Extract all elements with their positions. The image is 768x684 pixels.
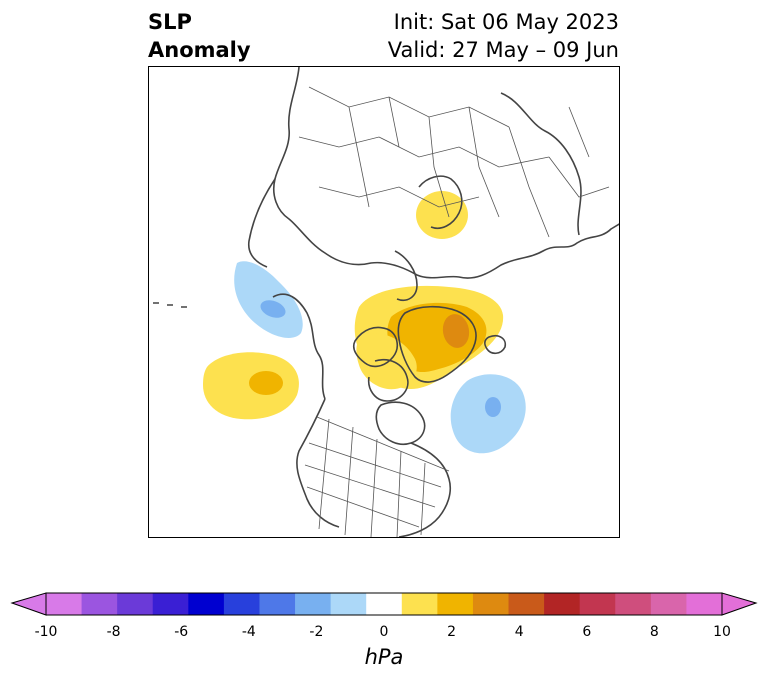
colorbar-segment <box>544 593 581 615</box>
colorbar-tick-label: 4 <box>514 624 524 640</box>
colorbar-segment <box>437 593 474 615</box>
colorbar-segment <box>117 593 154 615</box>
colorbar-tick-label: 2 <box>447 624 457 640</box>
colorbar-segment <box>401 593 438 615</box>
colorbar-segment <box>508 593 545 615</box>
anomaly-alaska-core <box>249 371 283 395</box>
colorbar-segment <box>686 593 723 615</box>
colorbar-tick-label: 8 <box>649 624 659 640</box>
colorbar-tick-label: 10 <box>713 624 731 640</box>
anomaly-siberia-negative <box>234 261 303 338</box>
colorbar-segment <box>81 593 118 615</box>
colorbar-segments <box>46 593 723 615</box>
colorbar-tick-label: 6 <box>582 624 592 640</box>
map-panel <box>148 66 620 538</box>
colorbar-segment <box>188 593 225 615</box>
colorbar-segment <box>46 593 83 615</box>
colorbar-tick-label: -10 <box>34 624 58 640</box>
map-dates: Init: Sat 06 May 2023 Valid: 27 May – 09… <box>388 8 619 64</box>
colorbar-outline <box>45 592 723 616</box>
valid-date-range: Valid: 27 May – 09 Jun <box>387 38 619 62</box>
title-variable-line1: SLP <box>148 10 192 34</box>
country-borders <box>298 86 610 238</box>
colorbar-segment <box>152 593 189 615</box>
map-title: SLP Anomaly <box>148 8 251 64</box>
anomaly-scandinavia-positive <box>416 191 468 239</box>
colorbar-tick-label: -2 <box>309 624 324 640</box>
anomaly-hudson-positive <box>356 333 417 390</box>
colorbar-tick-label: -4 <box>241 624 256 640</box>
title-variable-line2: Anomaly <box>148 38 251 62</box>
anomaly-siberia-core <box>260 300 286 318</box>
anomaly-fills <box>203 191 526 454</box>
colorbar-extend-high <box>721 592 758 616</box>
us-state-borders <box>304 416 450 537</box>
colorbar-tick-label: 0 <box>379 624 389 640</box>
coastlines <box>153 67 619 537</box>
anomaly-greenland-core <box>442 314 470 348</box>
colorbar-tick-label: -6 <box>174 624 189 640</box>
colorbar-segment <box>650 593 687 615</box>
colorbar-segment <box>330 593 367 615</box>
map-canvas <box>153 67 619 537</box>
colorbar-unit: hPa <box>364 645 404 669</box>
colorbar-tick-label: -8 <box>106 624 121 640</box>
colorbar-segment <box>295 593 332 615</box>
colorbar-tick-labels: -10 -8 -6 -4 -2 0 2 4 6 8 10 <box>0 624 768 644</box>
anomaly-atlantic-core <box>485 397 501 417</box>
colorbar-segment <box>615 593 652 615</box>
colorbar <box>10 592 758 616</box>
colorbar-segment <box>579 593 616 615</box>
colorbar-segment <box>472 593 510 615</box>
colorbar-segment <box>259 593 296 615</box>
colorbar-segment <box>223 593 260 615</box>
colorbar-segment <box>366 593 403 615</box>
colorbar-extend-low <box>10 592 47 616</box>
init-date: Init: Sat 06 May 2023 <box>393 10 619 34</box>
